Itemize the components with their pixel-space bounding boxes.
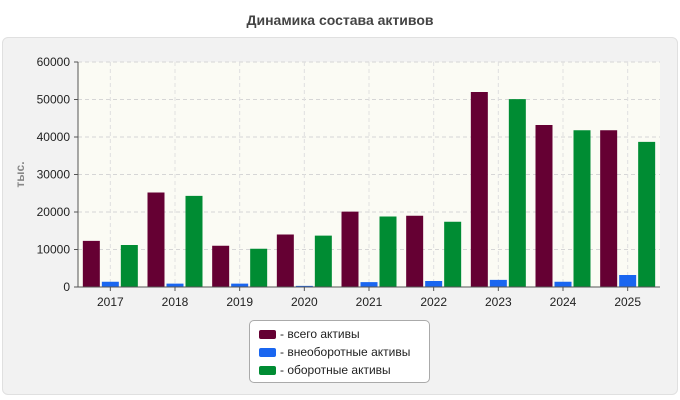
bar (147, 192, 165, 287)
bar (212, 245, 230, 287)
legend-item: - оборотные активы (259, 361, 429, 379)
bar (573, 130, 591, 287)
bar (360, 282, 378, 287)
bar (295, 285, 313, 287)
bar (425, 281, 443, 287)
x-tick-label: 2024 (550, 295, 577, 309)
x-tick-label: 2025 (614, 295, 641, 309)
bar (379, 216, 397, 287)
y-tick-label: 20000 (37, 205, 71, 219)
bar (120, 245, 138, 287)
y-tick-label: 30000 (37, 168, 71, 182)
bar (619, 275, 637, 287)
bar (231, 283, 249, 287)
legend-swatch (259, 329, 276, 339)
bar (554, 281, 572, 287)
bar (638, 141, 656, 287)
chart-title: Динамика состава активов (246, 12, 434, 28)
bar (535, 125, 553, 287)
bar (185, 195, 203, 287)
bar (341, 211, 359, 287)
bar (406, 215, 424, 287)
bar (276, 234, 294, 287)
x-tick-label: 2023 (485, 295, 512, 309)
legend: - всего активы - внеоборотные активы - обо… (249, 320, 430, 383)
x-tick-label: 2019 (226, 295, 253, 309)
legend-swatch (259, 347, 276, 357)
x-tick-label: 2017 (97, 295, 124, 309)
x-tick-label: 2018 (162, 295, 189, 309)
legend-swatch (259, 365, 276, 375)
legend-item: - внеоборотные активы (259, 343, 429, 361)
bar (250, 248, 268, 287)
y-tick-label: 60000 (37, 55, 71, 69)
y-tick-label: 0 (63, 280, 70, 294)
bar (508, 99, 526, 287)
legend-label: - внеоборотные активы (280, 345, 411, 359)
bar (314, 235, 332, 287)
x-tick-label: 2022 (420, 295, 447, 309)
bar (101, 281, 119, 287)
bar (489, 279, 507, 287)
x-tick-label: 2021 (356, 295, 383, 309)
y-axis-title: тыс. (13, 161, 27, 187)
bar (470, 92, 488, 287)
y-tick-label: 10000 (37, 243, 71, 257)
bar (82, 240, 100, 287)
legend-item: - всего активы (259, 325, 429, 343)
x-tick-label: 2020 (291, 295, 318, 309)
y-tick-label: 40000 (37, 130, 71, 144)
legend-label: - оборотные активы (280, 363, 391, 377)
legend-label: - всего активы (280, 327, 360, 341)
bar (600, 130, 618, 287)
y-tick-label: 50000 (37, 93, 71, 107)
bar (444, 221, 462, 287)
bar (166, 283, 184, 287)
